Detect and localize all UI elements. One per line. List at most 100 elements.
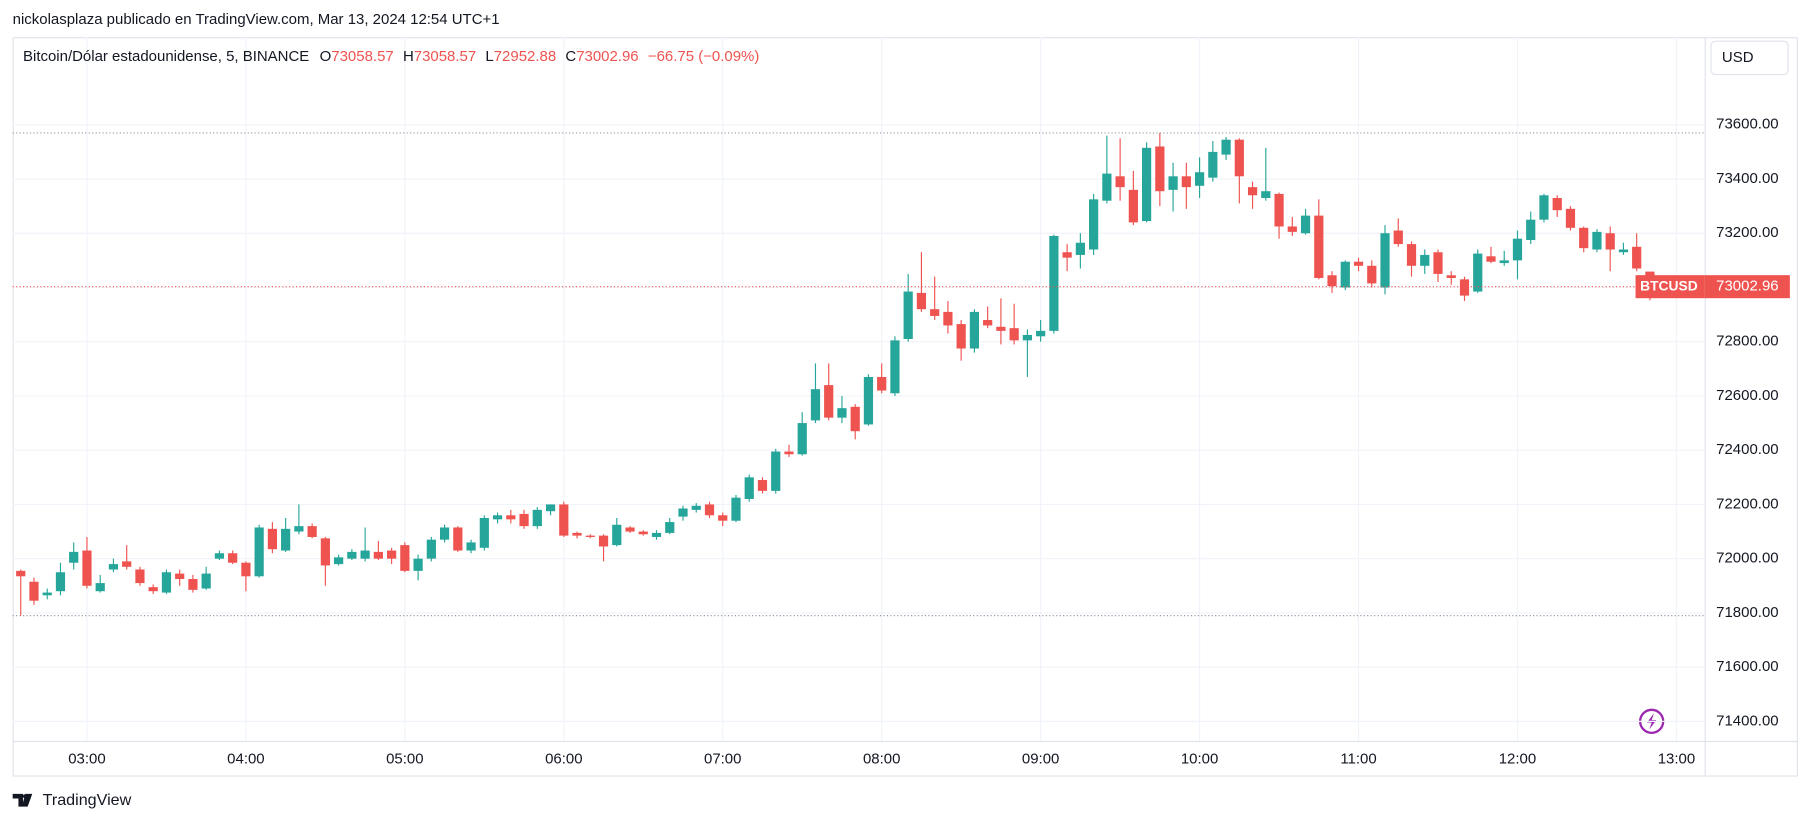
candle-body (55, 572, 66, 592)
candle-body (1592, 231, 1602, 250)
candle-body (1181, 176, 1191, 188)
candle-body (307, 526, 317, 537)
candle-body (943, 311, 953, 326)
candle-body (1141, 147, 1152, 222)
y-tick-label: 72800.00 (1716, 333, 1778, 350)
candle-body (135, 569, 145, 584)
candle-body (69, 551, 79, 563)
x-tick-label: 06:00 (545, 750, 582, 767)
candle-body (228, 553, 238, 563)
legend-letter: O (320, 48, 332, 65)
x-tick-label: 09:00 (1022, 750, 1059, 767)
candle-body (175, 573, 185, 580)
candle-body (810, 389, 821, 421)
candle-body (387, 550, 397, 559)
candle-body (267, 528, 278, 550)
candle-body (1459, 279, 1470, 296)
candle-body (665, 522, 675, 533)
candle-body (29, 581, 39, 601)
candle-body (771, 451, 781, 491)
candle-body (400, 545, 410, 571)
candle-body (837, 408, 847, 418)
candle-body (1618, 249, 1629, 253)
price-tag (1704, 275, 1790, 299)
candle-body (95, 583, 105, 592)
candle-body (16, 570, 26, 577)
candle-body (201, 573, 211, 589)
candle-body (757, 480, 768, 491)
candle-body (903, 291, 913, 340)
symbol-label: BTCUSD (1640, 277, 1698, 293)
candle-body (678, 508, 688, 517)
candle-body (519, 513, 529, 527)
candle-body (108, 564, 119, 570)
candle-body (1155, 146, 1165, 192)
candle-body (1433, 252, 1443, 274)
candle-body (1300, 215, 1311, 234)
candle-body (214, 553, 225, 559)
candle-body (996, 326, 1006, 331)
candle-body (890, 340, 900, 394)
candle-body (439, 527, 450, 540)
x-tick-label: 03:00 (68, 750, 105, 767)
candle-body (850, 406, 860, 432)
candle-body (1261, 191, 1271, 198)
candle-body (1446, 275, 1456, 278)
y-tick-label: 73400.00 (1716, 170, 1778, 187)
candle-body (744, 477, 754, 500)
legend-change: −66.75 (−0.09%) (648, 48, 760, 65)
candle-body (545, 504, 556, 512)
candle-body (1473, 253, 1483, 292)
candle-body (188, 579, 198, 590)
candle-body (1367, 265, 1377, 284)
candle-body (360, 550, 370, 559)
candle-body (1565, 208, 1576, 228)
candle-body (983, 320, 993, 326)
candle-body (877, 376, 887, 391)
currency-label[interactable]: USD (1722, 49, 1754, 66)
candle-body (797, 423, 807, 455)
candle-body (559, 504, 569, 536)
candle-body (1486, 256, 1496, 262)
candle-body (612, 524, 622, 546)
y-tick-label: 72400.00 (1716, 441, 1778, 458)
candle-body (281, 528, 291, 551)
candle-body (1420, 254, 1430, 266)
candle-body (453, 527, 463, 551)
legend-letter: L (485, 48, 493, 65)
candle-body (506, 515, 516, 520)
candle-body (1062, 252, 1072, 258)
candle-body (731, 497, 741, 521)
x-tick-label: 10:00 (1181, 750, 1218, 767)
candle-body (1115, 176, 1125, 188)
candle-body (1128, 189, 1138, 223)
candle-body (1287, 226, 1297, 232)
candle-body (598, 535, 609, 547)
candle-body (572, 532, 582, 536)
candle-body (651, 532, 662, 537)
last-price-label: 73002.96 (1716, 278, 1778, 295)
candle-body (254, 527, 264, 577)
candle-body (1526, 219, 1536, 241)
candle-body (1102, 173, 1112, 201)
candle-body (1380, 233, 1390, 288)
candle-body (1579, 227, 1589, 249)
candle-body (1194, 172, 1205, 186)
currency-button[interactable] (1710, 40, 1789, 76)
candle-body (241, 562, 251, 577)
y-tick-label: 72600.00 (1716, 387, 1778, 404)
candle-body (1009, 328, 1019, 341)
legend-value: 73002.96 (576, 48, 638, 65)
candle-body (1393, 230, 1403, 245)
candle-body (1406, 244, 1417, 266)
candle-body (1314, 215, 1324, 278)
candle-body (1168, 176, 1178, 190)
candle-body (956, 324, 966, 349)
candle-body (824, 385, 834, 418)
candle-body (492, 515, 503, 520)
y-tick-label: 71600.00 (1716, 658, 1778, 675)
legend-letter: C (565, 48, 576, 65)
x-tick-label: 08:00 (863, 750, 900, 767)
